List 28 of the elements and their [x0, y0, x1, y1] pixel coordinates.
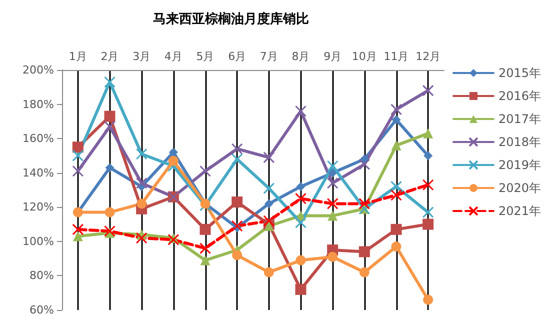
x-tick-label: 6月 — [228, 50, 246, 63]
y-tick-label: 100% — [22, 234, 54, 248]
y-tick-label: 160% — [22, 132, 54, 146]
x-tick-label: 12月 — [416, 50, 441, 63]
x-tick-label: 2月 — [100, 50, 119, 63]
legend-label: 2018年 — [498, 135, 542, 149]
x-tick-label: 9月 — [324, 50, 342, 63]
y-tick-label: 80% — [30, 269, 54, 282]
x-tick-label: 3月 — [132, 50, 151, 63]
legend-label: 2015年 — [498, 66, 542, 80]
x-tick-label: 4月 — [164, 50, 182, 63]
x-tick-label: 7月 — [260, 50, 278, 63]
y-tick-label: 120% — [22, 200, 54, 214]
x-tick-label: 10月 — [352, 50, 377, 63]
x-tick-label: 8月 — [292, 50, 310, 63]
y-tick-label: 180% — [22, 98, 54, 111]
x-tick-label: 5月 — [196, 50, 214, 63]
legend-label: 2019年 — [498, 158, 542, 172]
x-tick-label: 11月 — [384, 50, 409, 63]
legend-label: 2020年 — [498, 181, 542, 195]
x-tick-label: 1月 — [68, 50, 87, 63]
legend-label: 2017年 — [498, 112, 542, 126]
legend-label: 2016年 — [498, 89, 542, 103]
y-tick-label: 60% — [30, 304, 54, 316]
y-tick-label: 200% — [22, 64, 54, 76]
chart-title: 马来西亚棕榈油月度库销比 — [153, 11, 309, 27]
y-tick-label: 140% — [22, 166, 54, 180]
legend-label: 2021年 — [498, 204, 542, 218]
